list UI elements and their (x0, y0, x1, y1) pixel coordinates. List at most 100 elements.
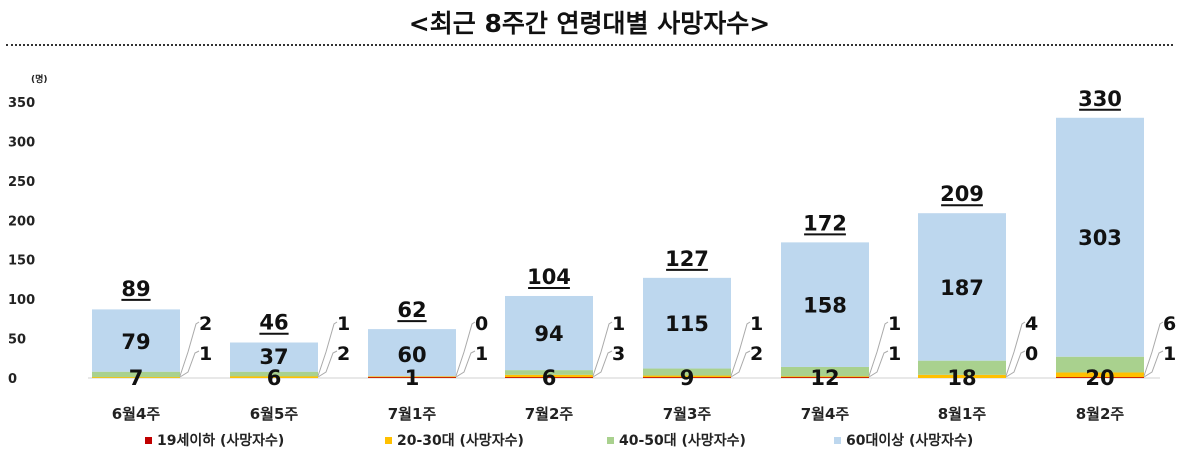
total-label: 209 (940, 182, 984, 206)
total-label: 89 (121, 277, 150, 301)
leader-line-upper (179, 321, 200, 377)
bar-label-40-50s: 6 (267, 366, 282, 390)
x-tick-label: 6월4주 (112, 405, 161, 423)
bar-label-60s: 303 (1078, 226, 1122, 250)
y-tick-label: 100 (8, 293, 35, 308)
bar-label-60s: 37 (259, 345, 288, 369)
total-label: 104 (527, 265, 571, 289)
title-divider (6, 44, 1173, 46)
bar-segment-3 (643, 368, 731, 376)
y-tick-label: 150 (8, 254, 35, 269)
y-axis-unit: (명) (31, 73, 48, 85)
bar-label-20-30s: 2 (199, 313, 212, 335)
bar-segment-2 (505, 374, 593, 378)
bar-label-60s: 158 (803, 294, 847, 318)
bar-label-20-30s: 0 (475, 313, 488, 335)
bar-label-under-19: 2 (337, 343, 350, 365)
bar-label-under-19: 1 (199, 343, 212, 365)
leader-line-lower (179, 350, 200, 378)
bar-label-20-30s: 4 (1025, 313, 1038, 335)
legend-label: 20-30대 (사망자수) (397, 432, 524, 449)
bar-segment-3 (781, 366, 869, 377)
leader-line-lower (730, 350, 751, 378)
y-tick-label: 300 (8, 135, 35, 150)
legend-swatch (834, 437, 841, 444)
bar-label-under-19: 0 (1025, 343, 1038, 365)
bar-label-20-30s: 1 (750, 313, 763, 335)
leader-line-lower (1005, 350, 1026, 378)
leader-line-upper (868, 321, 889, 377)
x-tick-label: 6월5주 (250, 405, 299, 423)
legend-label: 40-50대 (사망자수) (619, 432, 746, 449)
bar-label-20-30s: 1 (888, 313, 901, 335)
bar-segment-2 (1056, 372, 1144, 378)
bar-segment-4 (92, 309, 180, 372)
bar-label-under-19: 1 (1163, 343, 1176, 365)
leader-line-upper (730, 321, 751, 377)
x-tick-label: 7월1주 (388, 405, 437, 423)
total-label: 127 (665, 247, 709, 271)
bar-segment-3 (92, 371, 180, 378)
y-tick-label: 200 (8, 214, 35, 229)
bar-segment-4 (918, 213, 1006, 361)
x-tick-label: 7월4주 (801, 405, 850, 423)
x-tick-label: 7월2주 (525, 405, 574, 423)
bar-segment-3 (230, 371, 318, 377)
total-label: 172 (803, 211, 847, 235)
bar-label-under-19: 3 (612, 343, 625, 365)
bar-label-under-19: 2 (750, 343, 763, 365)
legend-swatch (607, 437, 614, 444)
leader-line-lower (1143, 350, 1164, 378)
x-tick-label: 8월1주 (938, 405, 987, 423)
bar-label-60s: 115 (665, 312, 709, 336)
y-tick-label: 50 (8, 333, 26, 348)
bar-label-60s: 187 (940, 276, 984, 300)
legend-label: 19세이하 (사망자수) (157, 432, 284, 449)
bar-segment-4 (781, 242, 869, 367)
bar-segment-3 (918, 360, 1006, 375)
legend-swatch (385, 437, 392, 444)
y-tick-label: 250 (8, 175, 35, 190)
bar-label-40-50s: 6 (542, 366, 557, 390)
bar-label-60s: 79 (121, 330, 150, 354)
x-tick-label: 7월3주 (663, 405, 712, 423)
bar-segment-4 (230, 342, 318, 372)
total-label: 330 (1078, 87, 1122, 111)
bar-segment-2 (918, 374, 1006, 378)
leader-line-upper (1143, 321, 1164, 377)
total-label: 46 (259, 311, 288, 335)
bar-label-under-19: 1 (888, 343, 901, 365)
bar-segment-4 (1056, 117, 1144, 357)
leader-line-lower (592, 350, 613, 378)
bar-label-20-30s: 6 (1163, 313, 1176, 335)
bar-label-40-50s: 20 (1085, 366, 1114, 390)
bar-segment-4 (505, 295, 593, 371)
bar-segment-3 (505, 370, 593, 375)
leader-line-upper (455, 321, 476, 377)
bar-label-20-30s: 1 (612, 313, 625, 335)
bar-segment-3 (1056, 356, 1144, 373)
bar-label-under-19: 1 (475, 343, 488, 365)
leader-line-upper (592, 321, 613, 377)
x-tick-label: 8월2주 (1076, 405, 1125, 423)
legend-label: 60대이상 (사망자수) (846, 432, 973, 449)
y-tick-label: 0 (8, 372, 17, 387)
bar-segment-4 (368, 329, 456, 377)
bar-label-40-50s: 9 (680, 366, 695, 390)
bar-segment-2 (643, 375, 731, 378)
bar-label-40-50s: 18 (947, 366, 976, 390)
bar-label-40-50s: 1 (405, 366, 420, 390)
bar-label-60s: 60 (397, 343, 426, 367)
bar-label-40-50s: 7 (129, 366, 144, 390)
leader-line-upper (317, 321, 338, 377)
bar-label-60s: 94 (534, 322, 563, 346)
leader-line-upper (1005, 321, 1026, 377)
y-tick-label: 350 (8, 96, 35, 111)
legend-swatch (145, 437, 152, 444)
chart-title: <최근 8주간 연령대별 사망자수> (408, 9, 771, 38)
bar-segment-2 (230, 375, 318, 378)
leader-line-lower (317, 350, 338, 378)
bar-label-20-30s: 1 (337, 313, 350, 335)
bar-segment-4 (643, 277, 731, 369)
